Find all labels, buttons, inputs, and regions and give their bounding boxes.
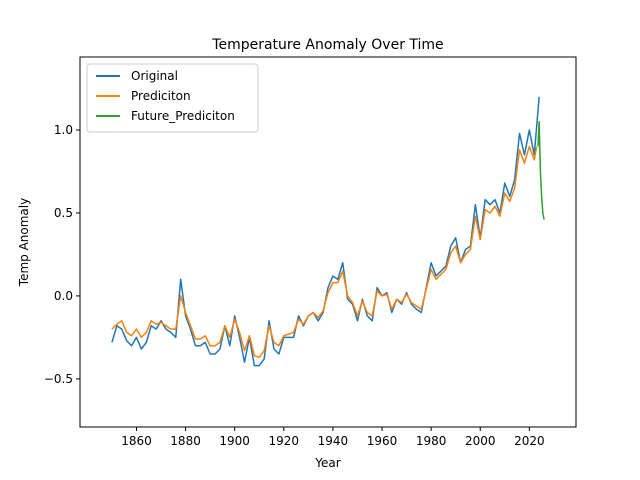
- x-tick-label: 1900: [219, 434, 250, 448]
- x-axis-label: Year: [314, 456, 340, 470]
- legend-label: Original: [131, 69, 178, 83]
- legend-label: Prediciton: [131, 89, 191, 103]
- y-tick-label: 1.0: [54, 123, 73, 137]
- x-tick-label: 1880: [170, 434, 201, 448]
- chart-title: Temperature Anomaly Over Time: [211, 37, 443, 53]
- x-tick-label: 1980: [416, 434, 447, 448]
- y-axis-label: Temp Anomaly: [17, 198, 31, 287]
- x-tick-label: 1940: [318, 434, 349, 448]
- x-tick-label: 2020: [514, 434, 545, 448]
- x-tick-label: 1960: [367, 434, 398, 448]
- x-tick-label: 2000: [465, 434, 496, 448]
- y-tick-label: −0.5: [44, 372, 73, 386]
- x-tick-label: 1920: [269, 434, 300, 448]
- plot-frame: [79, 56, 577, 428]
- series-layer: [111, 96, 545, 367]
- series-line-future-prediciton: [537, 120, 545, 220]
- legend-label: Future_Prediciton: [131, 109, 235, 123]
- plot-area: [79, 56, 577, 428]
- x-axis-ticks: 1860 1880 1900 1920 1940 1960 1980 2000 2020: [121, 427, 545, 448]
- y-tick-label: 0.0: [54, 289, 73, 303]
- legend: Original Prediciton Future_Prediciton: [86, 63, 259, 133]
- y-axis-ticks: −0.5 0.0 0.5 1.0: [44, 123, 80, 386]
- series-line-prediciton: [111, 145, 538, 359]
- x-tick-label: 1860: [121, 434, 152, 448]
- y-tick-label: 0.5: [54, 206, 73, 220]
- legend-frame: [86, 63, 259, 133]
